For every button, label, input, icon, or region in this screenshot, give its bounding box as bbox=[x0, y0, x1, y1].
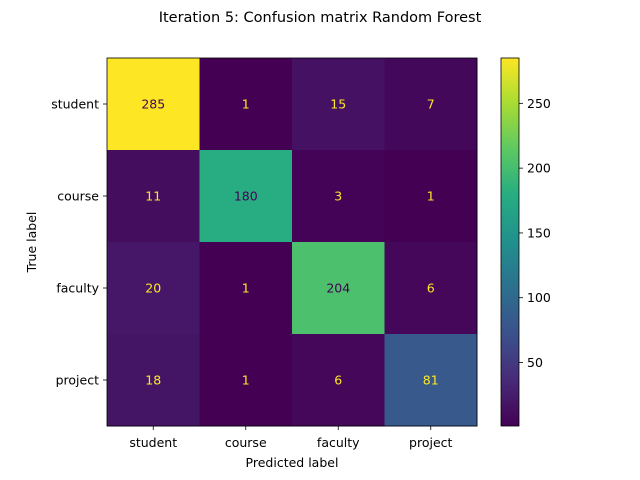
colorbar: 50 100 150 200 250 bbox=[500, 57, 551, 427]
cell-value-label: 3 bbox=[334, 189, 342, 204]
matrix-cell bbox=[384, 242, 478, 335]
cell-value-label: 7 bbox=[427, 97, 435, 112]
colorbar-tick-label: 100 bbox=[527, 290, 551, 305]
colorbar-tick-label: 250 bbox=[527, 96, 551, 111]
matrix-cell bbox=[199, 334, 293, 427]
x-axis-label: Predicted label bbox=[246, 455, 339, 470]
matrix-cell bbox=[107, 334, 200, 427]
matrix-cell bbox=[199, 58, 293, 151]
matrix-cell bbox=[199, 150, 293, 243]
x-tick-label: course bbox=[225, 435, 267, 450]
cell-value-label: 11 bbox=[145, 189, 161, 204]
y-tick-label: project bbox=[56, 373, 99, 388]
x-tick-label: faculty bbox=[317, 435, 360, 450]
matrix-cells: 285 1 15 7 11 180 3 1 20 1 204 6 18 1 6 81 bbox=[107, 58, 478, 427]
cell-value-label: 6 bbox=[427, 281, 435, 296]
cell-value-label: 15 bbox=[330, 97, 346, 112]
matrix-cell bbox=[292, 58, 385, 151]
cell-value-label: 285 bbox=[141, 97, 165, 112]
colorbar-tick-label: 50 bbox=[527, 355, 543, 370]
chart-title: Iteration 5: Confusion matrix Random For… bbox=[159, 10, 482, 26]
matrix-cell bbox=[199, 242, 293, 335]
matrix-cell bbox=[107, 58, 200, 151]
cell-value-label: 20 bbox=[145, 281, 161, 296]
cell-value-label: 180 bbox=[234, 189, 258, 204]
matrix-cell bbox=[384, 58, 478, 151]
colorbar-tick-label: 150 bbox=[527, 225, 551, 240]
cell-value-label: 81 bbox=[423, 373, 439, 388]
colorbar-tick-label: 200 bbox=[527, 161, 551, 176]
matrix-cell bbox=[292, 242, 385, 335]
cell-value-label: 204 bbox=[326, 281, 350, 296]
cell-value-label: 1 bbox=[427, 189, 435, 204]
cell-value-label: 1 bbox=[242, 373, 250, 388]
x-tick-labels: student course faculty project bbox=[129, 426, 453, 450]
y-axis-label: True label bbox=[24, 212, 39, 274]
y-tick-label: faculty bbox=[56, 281, 99, 296]
y-tick-label: student bbox=[51, 97, 99, 112]
x-tick-label: project bbox=[409, 435, 452, 450]
matrix-cell bbox=[107, 150, 200, 243]
cell-value-label: 1 bbox=[242, 281, 250, 296]
matrix-cell bbox=[384, 334, 478, 427]
x-tick-label: student bbox=[129, 435, 177, 450]
colorbar-gradient bbox=[500, 57, 520, 427]
matrix-cell bbox=[384, 150, 478, 243]
matrix-cell bbox=[107, 242, 200, 335]
y-tick-label: course bbox=[57, 189, 99, 204]
matrix-cell bbox=[292, 334, 385, 427]
cell-value-label: 1 bbox=[242, 97, 250, 112]
y-tick-labels: student course faculty project bbox=[51, 97, 107, 388]
cell-value-label: 6 bbox=[334, 373, 342, 388]
matrix-frame bbox=[106, 57, 478, 427]
cell-value-label: 18 bbox=[145, 373, 161, 388]
matrix-cell bbox=[292, 150, 385, 243]
